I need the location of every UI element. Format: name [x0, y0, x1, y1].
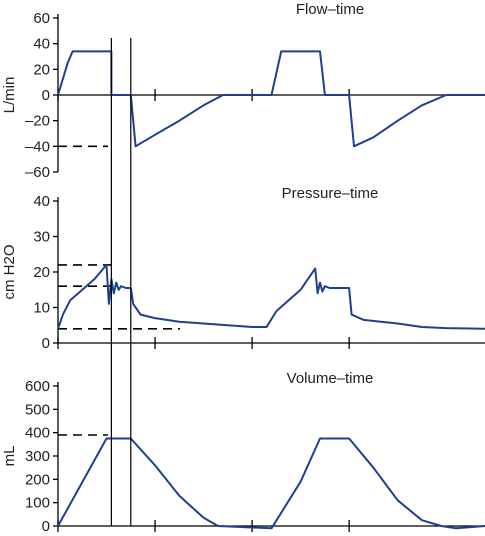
waveform-curve	[57, 437, 485, 530]
y-axis-label: cm H2O	[1, 244, 18, 299]
y-tick-label: 500	[25, 401, 50, 418]
y-tick-label: 10	[33, 300, 50, 317]
waveform-curve	[57, 50, 485, 148]
y-tick-label: 0	[42, 87, 50, 104]
y-tick-label: 0	[42, 518, 50, 535]
y-tick-label: 30	[33, 229, 50, 246]
panel-title: Flow–time	[296, 1, 364, 18]
panel-pressure: Pressure–time cm H2O 40 30 20 10 0	[1, 185, 485, 352]
y-axis-label: L/min	[1, 77, 18, 114]
y-tick-label: 400	[25, 425, 50, 442]
y-tick-label: 600	[25, 378, 50, 395]
panel-title: Volume–time	[287, 370, 374, 387]
y-axis-label: mL	[1, 446, 18, 467]
panel-flow: Flow–time L/min 60 40 20 0 –20 –40 –60	[1, 1, 485, 181]
waveform-curve	[57, 263, 485, 330]
y-tick-label: 300	[25, 448, 50, 465]
vertical-cursor-lines	[110, 38, 132, 526]
y-tick-label: 60	[33, 10, 50, 27]
y-tick-label: 100	[25, 495, 50, 512]
y-tick-label: 40	[33, 193, 50, 210]
panel-volume: Volume–time mL 600 500 400 300 200 100 0	[1, 370, 485, 535]
y-tick-label: 200	[25, 471, 50, 488]
y-tick-label: –20	[25, 113, 50, 130]
y-tick-label: 40	[33, 36, 50, 53]
y-tick-label: 0	[42, 335, 50, 352]
y-tick-label: –60	[25, 164, 50, 181]
y-tick-label: –40	[25, 138, 50, 155]
y-tick-label: 20	[33, 61, 50, 78]
y-tick-label: 20	[33, 264, 50, 281]
panel-title: Pressure–time	[282, 185, 379, 202]
